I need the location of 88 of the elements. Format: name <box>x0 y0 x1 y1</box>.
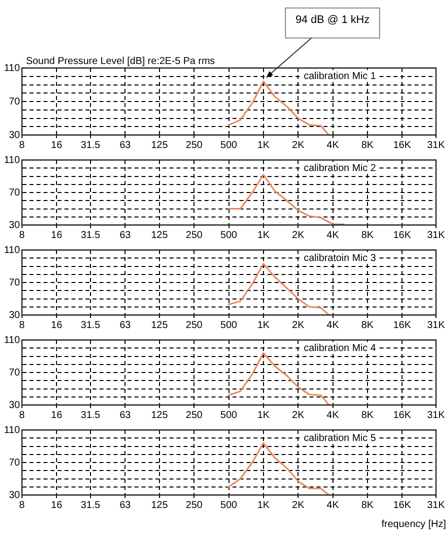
x-tick-label: 8 <box>19 140 26 151</box>
y-tick-label: 70 <box>8 96 20 108</box>
x-tick-label: 250 <box>186 410 203 421</box>
x-tick-label: 125 <box>151 410 168 421</box>
x-tick-label: 4K <box>326 140 340 151</box>
x-tick-label: 31.5 <box>80 500 101 511</box>
x-tick-label: 500 <box>220 410 238 421</box>
x-tick-label: 125 <box>151 230 168 241</box>
x-tick-label: 2K <box>292 500 305 511</box>
x-tick-label: 125 <box>151 500 168 511</box>
x-tick-label: 31.5 <box>80 410 101 421</box>
x-tick-label: 8K <box>361 320 374 331</box>
annotation: calibration Mic 2 <box>304 162 376 174</box>
x-tick-label: 63 <box>120 140 132 151</box>
x-tick-label: 16K <box>393 230 412 241</box>
y-tick-label: 30 <box>8 130 20 141</box>
x-tick-label: 31K <box>427 320 446 331</box>
x-tick-label: 125 <box>151 320 168 331</box>
x-tick-label: 63 <box>120 230 132 241</box>
x-tick-label: 16K <box>393 410 412 421</box>
x-tick-label: 31.5 <box>80 230 101 241</box>
annotation: calibration Mic 4 <box>304 342 376 354</box>
x-tick-label: 1K <box>257 500 270 511</box>
y-tick-label: 30 <box>8 220 20 231</box>
x-tick-label: 16 <box>51 320 63 331</box>
x-tick-label: 2K <box>292 230 305 241</box>
x-tick-label: 16 <box>51 500 63 511</box>
annotation: 94 dB @ 1 kHz <box>295 14 370 26</box>
x-tick-label: 4K <box>326 320 340 331</box>
y-tick-label: 70 <box>8 187 20 198</box>
x-tick-label: 16K <box>393 140 412 151</box>
x-tick-label: 4K <box>326 410 340 421</box>
y-axis-title: Sound Pressure Level [dB] re:2E-5 Pa rms <box>26 56 215 67</box>
y-tick-label: 110 <box>4 154 20 166</box>
x-tick-label: 16 <box>51 140 63 151</box>
x-tick-label: 63 <box>120 410 132 421</box>
x-tick-label: 31.5 <box>80 320 101 331</box>
x-tick-label: 16K <box>393 500 412 511</box>
y-tick-label: 30 <box>8 310 20 321</box>
x-tick-label: 500 <box>220 230 238 241</box>
y-tick-label: 110 <box>4 62 20 74</box>
x-tick-label: 500 <box>220 320 238 331</box>
x-tick-label: 8 <box>19 500 26 511</box>
x-tick-label: 2K <box>292 320 305 331</box>
x-tick-label: 1K <box>257 410 270 421</box>
annotation: calibratoin Mic 3 <box>304 252 376 264</box>
x-tick-label: 31K <box>427 500 446 511</box>
x-tick-label: 500 <box>220 500 238 511</box>
x-tick-label: 8 <box>19 410 26 421</box>
x-tick-label: 16K <box>393 320 412 331</box>
x-tick-label: 8 <box>19 320 26 331</box>
x-tick-label: 63 <box>120 320 132 331</box>
x-tick-label: 8K <box>361 500 374 511</box>
x-tick-label: 1K <box>257 140 270 151</box>
x-tick-label: 31.5 <box>80 140 101 151</box>
annotation: calibration Mic 1 <box>304 70 376 82</box>
annotation: calibration Mic 5 <box>304 432 376 444</box>
x-tick-label: 1K <box>257 230 270 241</box>
x-tick-label: 250 <box>186 320 203 331</box>
x-tick-label: 2K <box>292 140 305 151</box>
x-tick-label: 4K <box>326 230 340 241</box>
y-tick-label: 70 <box>8 277 20 288</box>
x-tick-label: 8K <box>361 410 374 421</box>
y-tick-label: 30 <box>8 490 20 501</box>
x-tick-label: 8K <box>361 140 374 151</box>
x-tick-label: 31K <box>427 140 446 151</box>
x-tick-label: 63 <box>120 500 132 511</box>
x-tick-label: 16 <box>51 230 63 241</box>
x-tick-label: 125 <box>151 140 168 151</box>
x-tick-label: 250 <box>186 500 203 511</box>
y-tick-label: 30 <box>8 400 20 411</box>
x-tick-label: 250 <box>186 140 203 151</box>
x-tick-label: 8K <box>361 230 374 241</box>
y-tick-label: 110 <box>4 334 20 346</box>
x-tick-label: 250 <box>186 230 203 241</box>
y-tick-label: 110 <box>4 424 20 436</box>
x-tick-label: 31K <box>427 230 446 241</box>
x-tick-label: 16 <box>51 410 63 421</box>
x-tick-label: 2K <box>292 410 305 421</box>
y-tick-label: 70 <box>8 457 20 468</box>
x-tick-label: 500 <box>220 140 238 151</box>
x-tick-label: 4K <box>326 500 340 511</box>
x-tick-label: 31K <box>427 410 446 421</box>
x-tick-label: 8 <box>19 230 26 241</box>
y-tick-label: 70 <box>8 367 20 378</box>
x-axis-title: frequency [Hz] <box>382 518 446 530</box>
y-tick-label: 110 <box>4 244 20 256</box>
x-tick-label: 1K <box>257 320 270 331</box>
